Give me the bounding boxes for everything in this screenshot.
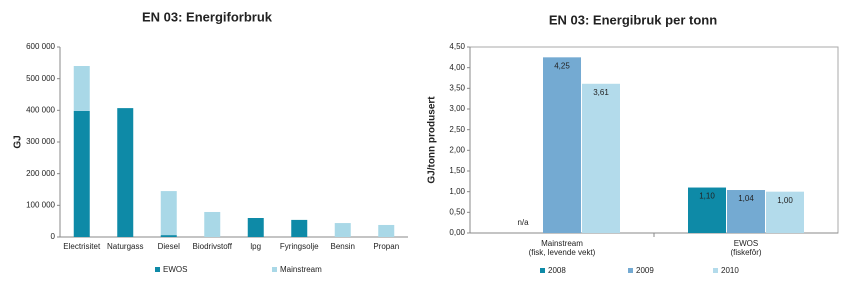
- bar-segment: [117, 108, 134, 237]
- y-tick-label: 400 000: [26, 105, 55, 114]
- data-label: n/a: [517, 218, 529, 227]
- x-tick-label: Electrisitet: [63, 242, 101, 251]
- x-tick-label: Mainstream: [541, 239, 583, 248]
- x-tick-label: Fyringsolje: [280, 242, 319, 251]
- bar-segment: [247, 218, 264, 237]
- y-tick-label: 1,00: [449, 187, 465, 196]
- legend-swatch: [272, 267, 277, 272]
- y-tick-label: 600 000: [26, 42, 55, 51]
- legend-label: 2010: [721, 266, 739, 275]
- y-tick-label: 300 000: [26, 137, 55, 146]
- data-label: 1,00: [777, 196, 793, 205]
- y-tick-label: 0: [51, 232, 56, 241]
- bar: [688, 187, 726, 233]
- legend-swatch: [713, 268, 718, 273]
- bar-segment: [378, 224, 395, 237]
- bar-segment: [73, 110, 90, 237]
- y-tick-label: 0,50: [449, 207, 465, 216]
- bar: [543, 57, 581, 234]
- x-tick-label: EWOS: [734, 239, 758, 248]
- data-label: 4,25: [554, 61, 570, 70]
- y-tick-label: 2,50: [449, 125, 465, 134]
- bar-segment: [204, 211, 221, 237]
- y-tick-label: 500 000: [26, 74, 55, 83]
- y-tick-label: 4,50: [449, 42, 465, 51]
- y-tick-label: 100 000: [26, 200, 55, 209]
- legend-label: Mainstream: [280, 265, 322, 274]
- bar-segment: [291, 219, 308, 237]
- legend-label: 2008: [548, 266, 566, 275]
- data-label: 1,04: [738, 194, 754, 203]
- x-tick-label: (fisk, levende vekt): [529, 248, 596, 257]
- legend-label: EWOS: [163, 265, 187, 274]
- bar: [582, 83, 620, 233]
- legend-label: 2009: [636, 266, 654, 275]
- x-tick-label: Biodrivstoff: [193, 242, 233, 251]
- bar-segment: [334, 223, 351, 237]
- y-tick-label: 2,00: [449, 145, 465, 154]
- chart-title: EN 03: Energibruk per tonn: [549, 12, 717, 27]
- bar-segment: [160, 235, 177, 237]
- x-tick-label: Naturgass: [107, 242, 143, 251]
- x-tick-label: Propan: [373, 242, 399, 251]
- x-tick-label: (fiskefôr): [730, 248, 761, 257]
- legend-swatch: [540, 268, 545, 273]
- y-axis-title: GJ: [13, 135, 24, 148]
- legend-swatch: [155, 267, 160, 272]
- data-label: 3,61: [593, 88, 609, 97]
- data-label: 1,10: [699, 192, 715, 201]
- x-tick-label: lpg: [250, 242, 261, 251]
- bar-segment: [160, 191, 177, 236]
- chart-title: EN 03: Energiforbruk: [142, 9, 273, 24]
- y-tick-label: 3,00: [449, 104, 465, 113]
- bar: [727, 190, 765, 233]
- x-tick-label: Bensin: [331, 242, 355, 251]
- x-tick-label: Diesel: [158, 242, 180, 251]
- y-tick-label: 200 000: [26, 169, 55, 178]
- y-tick-label: 1,50: [449, 166, 465, 175]
- y-tick-label: 3,50: [449, 83, 465, 92]
- legend-swatch: [628, 268, 633, 273]
- y-tick-label: 0,00: [449, 228, 465, 237]
- bar-segment: [73, 66, 90, 111]
- bar: [766, 191, 804, 233]
- y-tick-label: 4,00: [449, 63, 465, 72]
- y-axis-title: GJ/tonn produsert: [427, 96, 438, 184]
